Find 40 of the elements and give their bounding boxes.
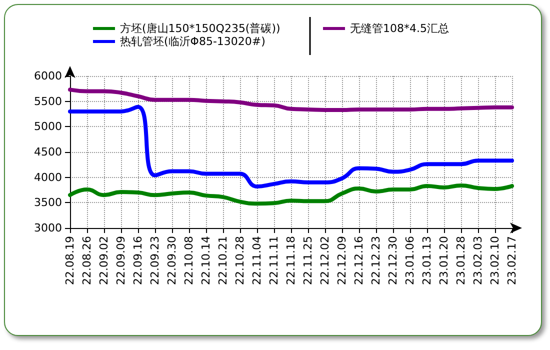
x-tick-label: 22.08.19: [64, 236, 76, 285]
x-tick-label: 23.01.06: [404, 236, 416, 285]
x-tick-label: 23.02.10: [488, 236, 502, 285]
y-tick-label: 5000: [34, 120, 62, 134]
line-series: [68, 104, 514, 188]
x-tick-label: 23.02.17: [506, 236, 518, 285]
x-tick-label: 22.08.26: [80, 236, 94, 285]
x-tick-label: 23.01.13: [420, 236, 434, 285]
x-tick-label: 22.12.09: [336, 236, 348, 285]
x-tick-label: 22.12.16: [352, 236, 366, 285]
y-tick-label: 4500: [34, 146, 62, 158]
x-tick-label: 22.10.08: [182, 236, 196, 285]
x-tick-label: 22.09.16: [132, 236, 144, 285]
line-series: [68, 88, 514, 112]
x-tick-label: 22.11.04: [250, 236, 264, 285]
x-tick-label: 22.09.30: [166, 236, 178, 285]
x-tick-label: 22.09.02: [98, 236, 110, 285]
x-tick-label: 23.01.20: [438, 236, 450, 285]
x-tick-label: 22.10.14: [200, 236, 212, 285]
x-tick-label: 22.09.23: [148, 236, 162, 285]
y-tick-label: 5500: [34, 94, 62, 108]
x-tick-label: 23.01.28: [454, 236, 468, 285]
y-tick-label: 3500: [34, 196, 62, 210]
y-tick-label: 4000: [34, 170, 62, 184]
y-tick-label: 3000: [34, 222, 62, 234]
y-tick-label: 6000: [34, 70, 62, 82]
legend-label: 方坯(唐山150*150Q235(普碳)): [120, 22, 280, 35]
x-tick-label: 23.02.03: [472, 236, 484, 285]
x-tick-label: 22.11.11: [268, 236, 280, 285]
x-tick-label: 22.09.09: [114, 236, 128, 285]
x-tick-label: 22.12.02: [318, 236, 332, 285]
x-tick-label: 22.11.18: [284, 236, 298, 285]
x-tick-label: 22.10.28: [234, 236, 246, 285]
legend-label: 无缝管108*4.5汇总: [350, 22, 449, 35]
x-tick-label: 22.12.30: [386, 236, 400, 285]
x-tick-label: 22.10.21: [216, 236, 230, 285]
legend-label: 热轧管坯(临沂Φ85-13020#): [120, 35, 266, 48]
x-tick-label: 22.12.23: [370, 236, 382, 285]
line-series: [68, 183, 514, 206]
x-tick-label: 22.11.25: [302, 236, 314, 285]
